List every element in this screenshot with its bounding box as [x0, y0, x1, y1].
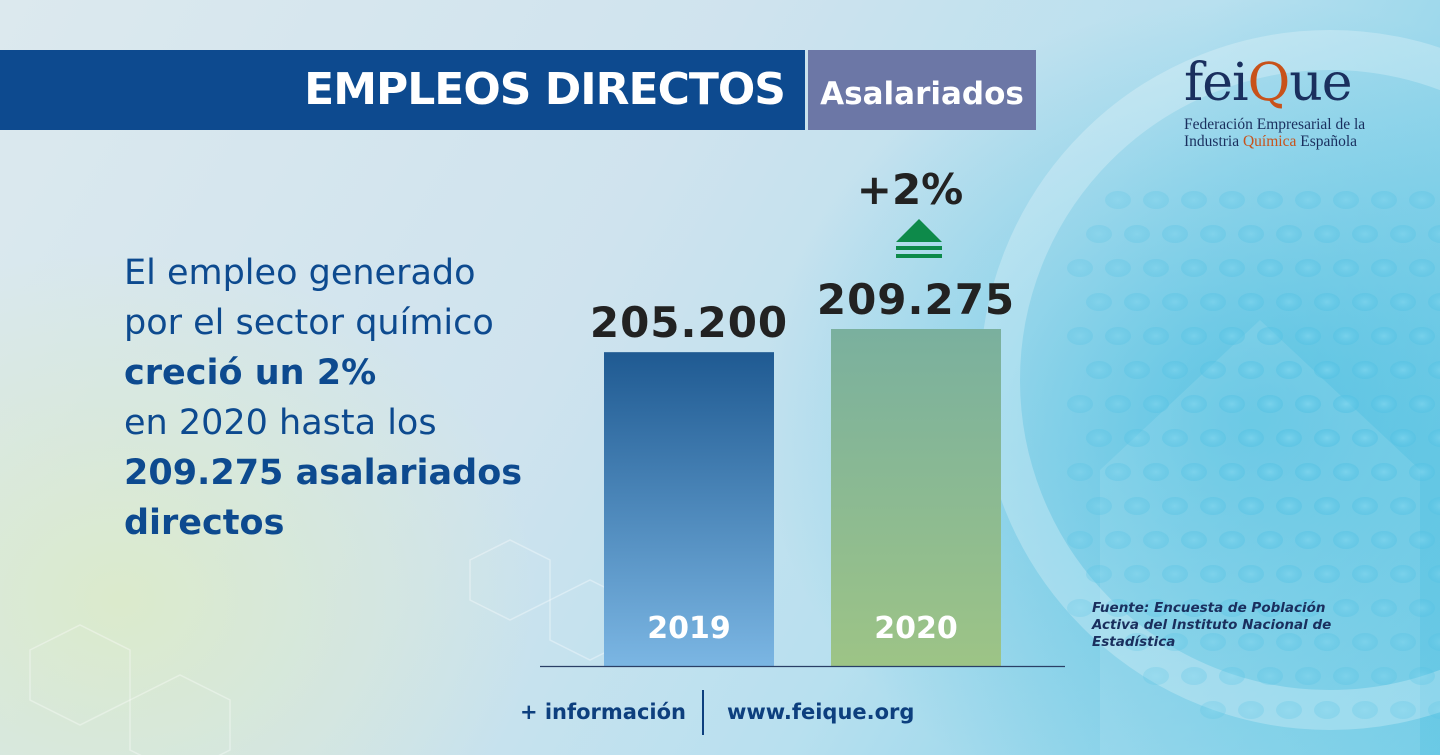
lead-text: El empleo generado por el sector químico… — [124, 248, 564, 548]
lead-line-highlight: creció un 2% — [124, 353, 377, 393]
bar-2020 — [831, 329, 1001, 666]
lead-line-highlight: 209.275 asalariados — [124, 453, 523, 493]
lead-line: El empleo generado — [124, 253, 476, 293]
bar-category-label: 2019 — [647, 611, 731, 646]
lead-line: por el sector químico — [124, 303, 494, 343]
category-tag: Asalariados — [808, 50, 1036, 130]
page-title: EMPLEOS DIRECTOS — [304, 64, 786, 115]
lead-line-highlight: directos — [124, 503, 285, 543]
bar-category-label: 2020 — [874, 611, 958, 646]
source-line: Fuente: Encuesta de Población — [1092, 600, 1326, 616]
increase-arrow-icon — [896, 219, 942, 258]
logo-tagline-2a: Industria — [1184, 133, 1243, 150]
logo-tagline-1: Federación Empresarial de la — [1184, 116, 1366, 133]
feique-logo: feiQue Federación Empresarial de la Indu… — [1184, 50, 1374, 150]
bar-value-label: 209.275 — [816, 275, 1016, 324]
logo-tagline-2: Industria Química Española — [1184, 133, 1374, 150]
bar-value-label: 205.200 — [589, 298, 789, 348]
more-info-link[interactable]: + información — [519, 700, 686, 724]
logo-word-q: Q — [1247, 53, 1291, 113]
logo-word-start: fei — [1184, 53, 1249, 113]
website-link[interactable]: www.feique.org — [727, 700, 915, 724]
source-line: Activa del Instituto Nacional de — [1092, 617, 1332, 633]
header-band — [0, 50, 805, 130]
logo-tagline-2c: Española — [1296, 133, 1358, 150]
footer-divider — [702, 690, 704, 735]
lead-line: en 2020 hasta los — [124, 403, 437, 443]
logo-wordmark: feiQue — [1184, 50, 1374, 116]
bar-2019 — [604, 352, 774, 666]
source-note: Fuente: Encuesta de Población Activa del… — [1092, 600, 1332, 651]
change-percent-label: +2% — [856, 165, 964, 214]
logo-tagline-2b: Química — [1242, 133, 1297, 150]
source-line: Estadística — [1092, 634, 1176, 650]
logo-word-end: ue — [1289, 53, 1352, 113]
